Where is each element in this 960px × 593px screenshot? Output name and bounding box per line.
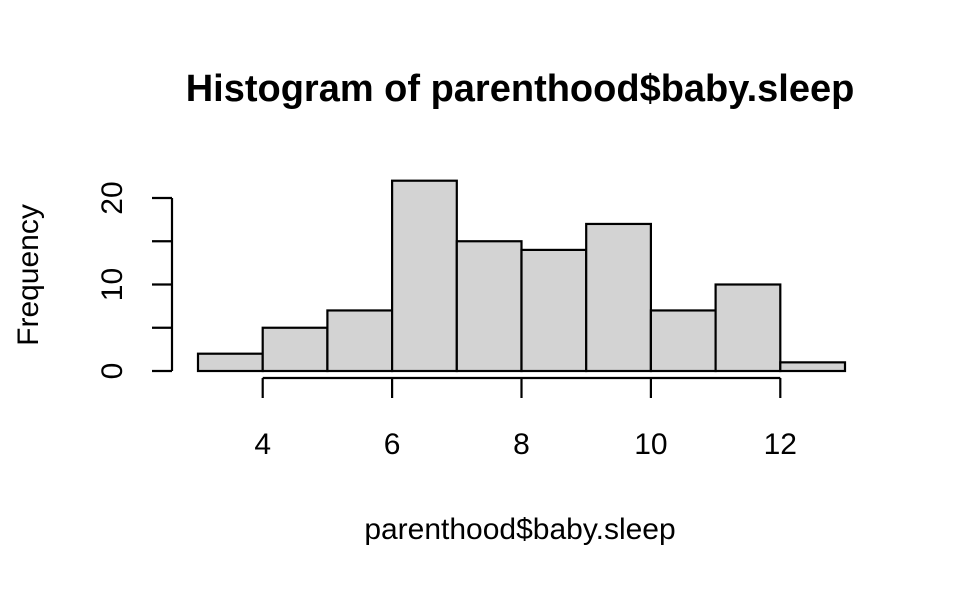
- x-axis-label: parenthood$baby.sleep: [364, 513, 675, 546]
- y-tick-label-0: 0: [96, 363, 129, 380]
- chart-title: Histogram of parenthood$baby.sleep: [186, 68, 855, 110]
- histogram-bar-3: [391, 179, 458, 373]
- histogram-bar-5: [520, 248, 588, 373]
- histogram-bar-0: [196, 352, 264, 373]
- x-tick-label-2: 8: [513, 428, 530, 461]
- x-tick-label-1: 6: [384, 428, 401, 461]
- histogram-bar-2: [326, 309, 394, 373]
- x-axis: 4 6 8 10 12: [254, 376, 797, 461]
- histogram-bar-7: [649, 309, 717, 373]
- y-tick-label-4: 20: [96, 181, 129, 214]
- bars-group: [196, 179, 847, 373]
- histogram-bar-9: [779, 361, 847, 373]
- histogram-bar-1: [261, 326, 329, 373]
- histogram-bar-6: [585, 222, 653, 373]
- x-tick-label-3: 10: [634, 428, 667, 461]
- x-tick-label-0: 4: [254, 428, 271, 461]
- histogram-bar-8: [714, 283, 782, 373]
- y-axis: 0 10 20: [96, 181, 174, 380]
- histogram-bar-4: [455, 240, 523, 373]
- y-axis-label: Frequency: [12, 204, 45, 346]
- y-tick-label-2: 10: [96, 268, 129, 301]
- x-tick-label-4: 12: [764, 428, 797, 461]
